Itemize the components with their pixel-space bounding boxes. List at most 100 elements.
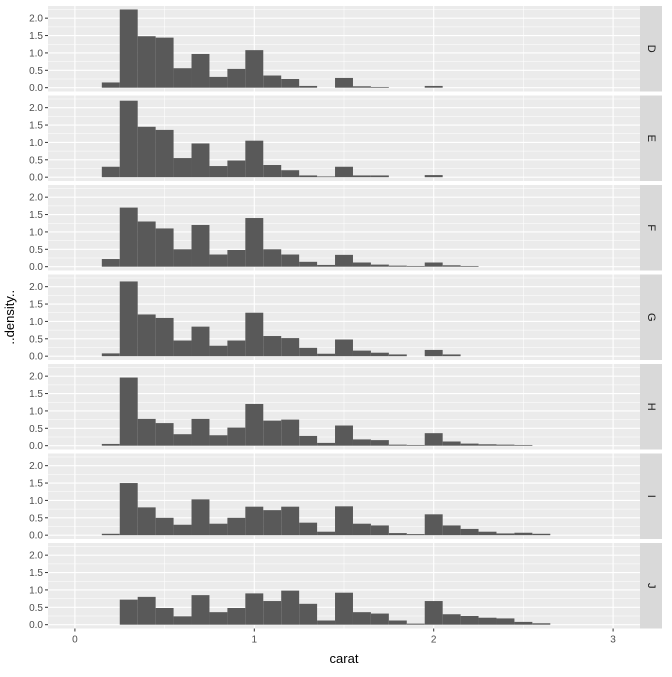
histogram-bar	[514, 621, 533, 625]
histogram-bar	[245, 50, 264, 88]
histogram-bar	[424, 601, 443, 625]
x-tick-label: 3	[610, 635, 616, 646]
histogram-bar	[442, 441, 461, 446]
histogram-bar	[137, 221, 156, 267]
histogram-bar	[352, 612, 371, 625]
histogram-bar	[245, 506, 264, 536]
histogram-bar	[281, 78, 300, 88]
y-tick-label: 2.0	[29, 551, 43, 562]
facet-strip-label: I	[645, 495, 657, 498]
histogram-bar	[191, 53, 210, 88]
histogram-bar	[532, 623, 551, 625]
histogram-bar	[388, 533, 407, 536]
histogram-bar	[263, 420, 282, 446]
histogram-bar	[263, 336, 282, 357]
y-tick-label: 0.0	[29, 262, 43, 273]
histogram-bar	[227, 160, 246, 178]
histogram-bar	[119, 483, 138, 536]
histogram-bar	[101, 353, 120, 357]
histogram-bar	[317, 353, 336, 357]
histogram-bar	[155, 129, 174, 178]
histogram-bar	[370, 175, 389, 178]
y-tick-label: 1.0	[29, 227, 43, 238]
y-tick-label: 1.0	[29, 48, 43, 59]
facet-strip	[640, 95, 662, 181]
facet-strip	[640, 185, 662, 271]
y-tick-label: 1.5	[29, 31, 43, 42]
histogram-bar	[245, 403, 264, 446]
histogram-bar	[532, 533, 551, 536]
histogram-bar	[299, 603, 318, 625]
y-tick-label: 2.0	[29, 282, 43, 293]
y-tick-label: 0.5	[29, 155, 43, 166]
facet-panel-E: 0.0 0.5 1.0 1.5 2.0 E	[29, 95, 662, 184]
histogram-bar	[335, 425, 353, 446]
histogram-bar	[245, 593, 264, 625]
x-axis: 0 1 2 3	[72, 628, 616, 646]
y-tick-label: 0.5	[29, 245, 43, 256]
y-tick-label: 0.0	[29, 352, 43, 363]
y-tick-label: 2.0	[29, 461, 43, 472]
histogram-bar	[263, 601, 282, 625]
histogram-bar	[191, 595, 210, 625]
y-tick-label: 0.0	[29, 83, 43, 94]
histogram-bar	[137, 36, 156, 88]
histogram-bar	[424, 514, 443, 536]
histogram-bar	[263, 75, 282, 88]
histogram-bar	[299, 261, 318, 267]
histogram-bar	[406, 265, 425, 267]
histogram-bar	[281, 419, 300, 446]
histogram-bar	[137, 314, 156, 357]
histogram-bar	[263, 510, 282, 536]
y-tick-label: 2.0	[29, 14, 43, 25]
y-tick-label: 1.5	[29, 300, 43, 311]
histogram-bar	[119, 207, 138, 267]
histogram-bar	[299, 522, 318, 536]
y-tick-label: 0.0	[29, 441, 43, 452]
y-tick-label: 1.0	[29, 585, 43, 596]
histogram-bar	[263, 249, 282, 267]
histogram-bar	[442, 525, 461, 536]
y-tick-label: 1.0	[29, 138, 43, 149]
histogram-bar	[335, 166, 353, 178]
histogram-bar	[335, 592, 353, 625]
histogram-bar	[137, 507, 156, 536]
histogram-bar	[137, 418, 156, 446]
histogram-bar	[352, 350, 371, 357]
histogram-bar	[101, 166, 120, 178]
histogram-bar	[281, 254, 300, 267]
histogram-bar	[424, 262, 443, 267]
histogram-bar	[173, 249, 192, 267]
histogram-bar	[352, 523, 371, 536]
histogram-bar	[299, 347, 318, 357]
histogram-bar	[227, 249, 246, 267]
histogram-bar	[119, 599, 138, 625]
histogram-bar	[335, 77, 353, 88]
histogram-bar	[460, 443, 479, 446]
histogram-bar	[281, 338, 300, 357]
histogram-bar	[227, 517, 246, 536]
histogram-bar	[370, 613, 389, 625]
histogram-bar	[370, 352, 389, 357]
histogram-bar	[245, 218, 264, 267]
facet-strip-label: D	[645, 45, 657, 53]
facet-strip-label: E	[645, 135, 657, 142]
y-tick-label: 1.0	[29, 496, 43, 507]
facet-strip	[640, 274, 662, 360]
histogram-bar	[281, 170, 300, 178]
facet-strip-label: J	[645, 583, 657, 589]
histogram-bar	[191, 143, 210, 178]
facet-panel-G: 0.0 0.5 1.0 1.5 2.0 G	[29, 274, 662, 363]
histogram-bar	[209, 166, 228, 178]
facet-panel-J: 0.0 0.5 1.0 1.5 2.0 J	[29, 543, 662, 631]
histogram-bar	[317, 264, 336, 267]
facet-panel-H: 0.0 0.5 1.0 1.5 2.0 H	[29, 364, 662, 452]
y-tick-label: 0.5	[29, 66, 43, 77]
facet-panel-I: 0.0 0.5 1.0 1.5 2.0 I	[29, 453, 662, 542]
histogram-bar	[514, 532, 533, 536]
histogram-bar	[352, 262, 371, 267]
y-tick-label: 2.0	[29, 103, 43, 114]
facet-strip-label: G	[645, 313, 657, 322]
histogram-bar	[442, 614, 461, 625]
histogram-bar	[352, 86, 371, 88]
